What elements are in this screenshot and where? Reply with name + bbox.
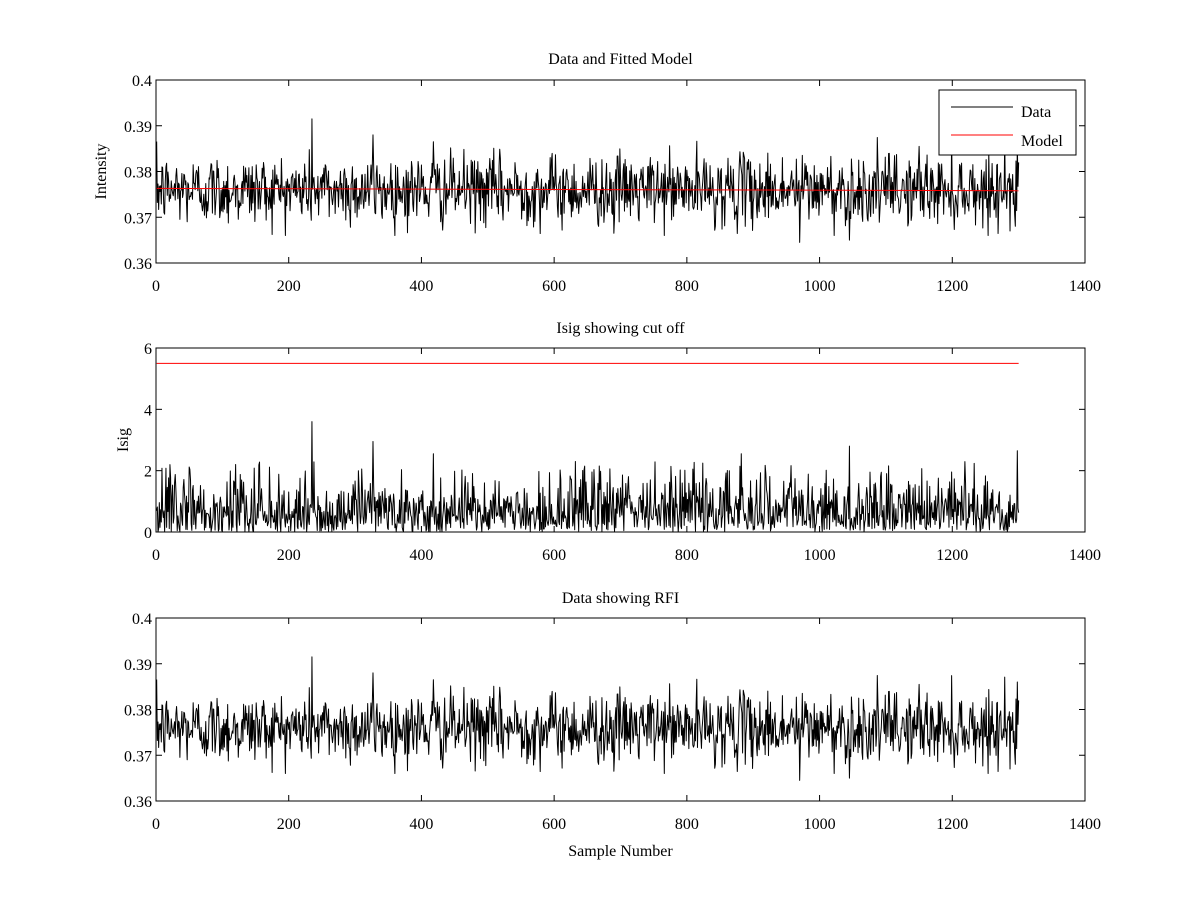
x-axis-label: Sample Number bbox=[568, 843, 673, 860]
y-tick-label: 2 bbox=[144, 464, 152, 481]
panel-title: Data and Fitted Model bbox=[548, 51, 693, 68]
x-tick-label: 1000 bbox=[804, 278, 836, 295]
y-tick-label: 0.37 bbox=[124, 748, 152, 765]
panel-isig-showing-cut-off: Isig showing cut off Isig 0 200 400 600 800 1… bbox=[115, 320, 1101, 564]
axes-frame bbox=[155, 347, 1086, 533]
x-tick-label: 800 bbox=[675, 278, 699, 295]
x-tick-label: 600 bbox=[542, 278, 566, 295]
y-tick-label: 4 bbox=[144, 402, 152, 419]
y-tick-label: 0.37 bbox=[124, 210, 152, 227]
x-tick-label: 600 bbox=[542, 547, 566, 564]
x-tick-label: 200 bbox=[277, 278, 301, 295]
y-tick-label: 0.39 bbox=[124, 657, 152, 674]
data-series-line bbox=[156, 656, 1020, 781]
panel-title: Isig showing cut off bbox=[556, 320, 685, 337]
x-tick-label: 800 bbox=[675, 816, 699, 833]
x-tick-label: 400 bbox=[409, 816, 433, 833]
x-tick-label: 1400 bbox=[1069, 278, 1101, 295]
x-tick-label: 400 bbox=[409, 278, 433, 295]
y-tick-label: 0.39 bbox=[124, 119, 152, 136]
data-series-line bbox=[156, 118, 1020, 243]
x-tick-label: 600 bbox=[542, 816, 566, 833]
legend-label-model: Model bbox=[1021, 133, 1063, 150]
y-tick-label: 0.4 bbox=[132, 611, 152, 628]
x-tick-label: 400 bbox=[409, 547, 433, 564]
x-tick-label: 1000 bbox=[804, 547, 836, 564]
axis-ticks: 0 200 400 600 800 1000 1200 1400 0.36 0.37 0.38 0.3… bbox=[124, 73, 1101, 295]
x-tick-label: 1200 bbox=[936, 547, 968, 564]
x-tick-label: 800 bbox=[675, 547, 699, 564]
y-tick-label: 0.4 bbox=[132, 73, 152, 90]
y-tick-label: 6 bbox=[144, 341, 152, 358]
plot-lines bbox=[156, 118, 1020, 243]
x-tick-label: 1000 bbox=[804, 816, 836, 833]
x-tick-label: 1200 bbox=[936, 816, 968, 833]
model-line bbox=[156, 187, 1019, 192]
panel-title: Data showing RFI bbox=[562, 590, 679, 607]
panel-data-showing-rfi: Data showing RFI Sample Number 0 200 400 60… bbox=[124, 590, 1101, 860]
plot-lines bbox=[156, 362, 1020, 533]
y-tick-label: 0.36 bbox=[124, 256, 152, 273]
y-tick-label: 0.38 bbox=[124, 165, 152, 182]
axes-frame bbox=[155, 79, 1086, 264]
x-tick-label: 0 bbox=[152, 547, 160, 564]
x-tick-label: 0 bbox=[152, 816, 160, 833]
x-tick-label: 1200 bbox=[936, 278, 968, 295]
panel-data-and-fitted-model: Data and Fitted Model Intensity 0 200 400 6… bbox=[93, 51, 1101, 295]
x-tick-label: 200 bbox=[277, 547, 301, 564]
legend-box bbox=[938, 89, 1077, 156]
x-tick-label: 200 bbox=[277, 816, 301, 833]
y-tick-label: 0 bbox=[144, 525, 152, 542]
plot-lines bbox=[156, 656, 1020, 781]
y-tick-label: 0.38 bbox=[124, 703, 152, 720]
y-tick-label: 0.36 bbox=[124, 794, 152, 811]
legend: Data Model bbox=[938, 89, 1077, 156]
y-axis-label: Isig bbox=[115, 428, 132, 452]
legend-label-data: Data bbox=[1021, 104, 1051, 121]
x-tick-label: 0 bbox=[152, 278, 160, 295]
axes-frame bbox=[155, 617, 1086, 802]
axis-ticks: 0 200 400 600 800 1000 1200 1400 0 2 4 6 bbox=[144, 341, 1101, 564]
x-tick-label: 1400 bbox=[1069, 816, 1101, 833]
y-axis-label: Intensity bbox=[93, 144, 110, 200]
data-series-line bbox=[156, 421, 1020, 533]
x-tick-label: 1400 bbox=[1069, 547, 1101, 564]
